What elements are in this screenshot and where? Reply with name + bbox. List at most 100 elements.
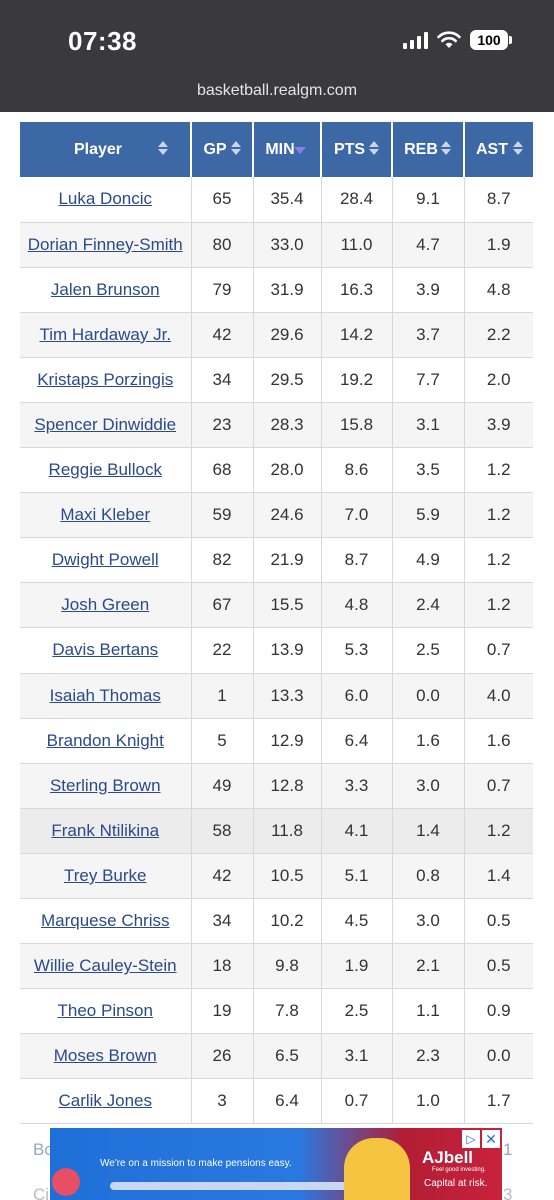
ad-close-icon[interactable]: ✕ (482, 1130, 500, 1148)
player-link[interactable]: Trey Burke (63, 865, 147, 885)
player-link[interactable]: Frank Ntilikina (51, 820, 160, 840)
ad-decoration (110, 1182, 380, 1190)
table-row: Marquese Chriss 34 10.2 4.5 3.0 0.5 (20, 898, 533, 945)
stat-cell-reb: 3.0 (392, 898, 465, 945)
player-link[interactable]: Kristaps Porzingis (37, 369, 174, 389)
stat-cell-ast: 1.2 (464, 537, 533, 584)
signal-icon (403, 31, 428, 49)
stat-cell-min: 31.9 (253, 267, 322, 313)
status-icons: 100 (403, 30, 512, 50)
stat-cell-ast: 1.4 (464, 853, 533, 900)
player-link[interactable]: Sterling Brown (49, 775, 161, 795)
player-link[interactable]: Luka Doncic (58, 189, 153, 209)
stat-cell-min: 33.0 (253, 222, 322, 268)
stat-cell-ast: 1.9 (464, 222, 533, 268)
player-cell: Reggie Bullock (20, 447, 192, 494)
table-body: Luka Doncic 65 35.4 28.4 9.1 8.7 Dorian Finney… (20, 177, 533, 1125)
player-cell: Davis Bertans (20, 627, 192, 674)
player-cell: Moses Brown (20, 1033, 192, 1080)
player-link[interactable]: Dwight Powell (51, 550, 159, 570)
stat-cell-min: 21.9 (253, 537, 322, 584)
stat-cell-gp: 22 (191, 627, 254, 674)
player-cell: Carlik Jones (20, 1078, 192, 1125)
player-link[interactable]: Josh Green (61, 595, 150, 615)
player-link[interactable]: Moses Brown (53, 1046, 157, 1066)
stat-cell-min: 28.3 (253, 402, 322, 449)
stats-table: Player GP MIN PTS REB AST Luka Doncic 65 35.4 28… (20, 122, 533, 1125)
stat-cell-pts: 16.3 (321, 267, 393, 313)
stat-cell-min: 29.5 (253, 357, 322, 403)
sort-icon (231, 141, 241, 155)
stat-cell-gp: 58 (191, 808, 254, 854)
browser-chrome: 07:38 100 basketball.realgm.com (0, 0, 554, 112)
stat-cell-pts: 3.1 (321, 1033, 393, 1080)
stat-cell-reb: 0.8 (392, 853, 465, 900)
stat-cell-pts: 6.0 (321, 673, 393, 719)
battery-icon: 100 (470, 30, 512, 50)
stat-cell-min: 24.6 (253, 492, 322, 539)
player-link[interactable]: Theo Pinson (57, 1001, 153, 1021)
obscured-value-cell: 3 (503, 1185, 513, 1200)
column-header-label: REB (404, 140, 438, 158)
player-cell: Isaiah Thomas (20, 673, 192, 719)
stat-cell-min: 11.8 (253, 808, 322, 854)
stat-cell-reb: 5.9 (392, 492, 465, 539)
column-header-min[interactable]: MIN (253, 122, 322, 177)
player-link[interactable]: Marquese Chriss (41, 911, 170, 931)
sort-icon (441, 141, 451, 155)
stat-cell-pts: 8.6 (321, 447, 393, 494)
stat-cell-pts: 14.2 (321, 312, 393, 358)
column-header-label: AST (476, 140, 508, 158)
table-row: Kristaps Porzingis 34 29.5 19.2 7.7 2.0 (20, 357, 533, 403)
table-row: Trey Burke 42 10.5 5.1 0.8 1.4 (20, 853, 533, 900)
stat-cell-ast: 0.5 (464, 943, 533, 990)
table-row: Spencer Dinwiddie 23 28.3 15.8 3.1 3.9 (20, 402, 533, 449)
sort-icon (513, 141, 523, 155)
column-header-label: GP (203, 140, 227, 158)
player-link[interactable]: Davis Bertans (52, 640, 159, 660)
stat-cell-ast: 0.7 (464, 763, 533, 809)
column-header-pts[interactable]: PTS (321, 122, 393, 177)
column-header-reb[interactable]: REB (392, 122, 465, 177)
player-cell: Luka Doncic (20, 177, 192, 223)
sort-icon (369, 141, 379, 155)
player-link[interactable]: Dorian Finney-Smith (27, 234, 183, 254)
player-cell: Trey Burke (20, 853, 192, 900)
player-cell: Jalen Brunson (20, 267, 192, 313)
player-link[interactable]: Tim Hardaway Jr. (39, 324, 172, 344)
ad-info-icon[interactable]: ▷ (462, 1130, 480, 1148)
ad-brand-tagline: Feel good investing. (432, 1167, 486, 1173)
column-header-player[interactable]: Player (20, 122, 192, 177)
player-link[interactable]: Isaiah Thomas (49, 685, 161, 705)
player-link[interactable]: Carlik Jones (58, 1091, 153, 1111)
stat-cell-gp: 49 (191, 763, 254, 809)
stat-cell-min: 13.3 (253, 673, 322, 719)
stat-cell-min: 9.8 (253, 943, 322, 990)
player-link[interactable]: Spencer Dinwiddie (34, 415, 177, 435)
column-header-ast[interactable]: AST (464, 122, 533, 177)
stat-cell-pts: 6.4 (321, 718, 393, 764)
status-time: 07:38 (68, 26, 137, 56)
stat-cell-gp: 19 (191, 988, 254, 1035)
stat-cell-pts: 3.3 (321, 763, 393, 809)
url-bar[interactable]: basketball.realgm.com (196, 82, 358, 99)
ad-risk-text: Capital at risk. (424, 1178, 488, 1189)
stat-cell-pts: 0.7 (321, 1078, 393, 1125)
stat-cell-pts: 19.2 (321, 357, 393, 403)
player-link[interactable]: Maxi Kleber (60, 505, 151, 525)
table-row: Josh Green 67 15.5 4.8 2.4 1.2 (20, 582, 533, 629)
table-row: Brandon Knight 5 12.9 6.4 1.6 1.6 (20, 718, 533, 764)
stat-cell-ast: 1.2 (464, 492, 533, 539)
table-row: Luka Doncic 65 35.4 28.4 9.1 8.7 (20, 177, 533, 223)
player-link[interactable]: Jalen Brunson (50, 279, 160, 299)
ad-banner[interactable]: We're on a mission to make pensions easy… (50, 1128, 502, 1200)
stat-cell-pts: 2.5 (321, 988, 393, 1035)
player-link[interactable]: Reggie Bullock (48, 460, 162, 480)
player-cell: Josh Green (20, 582, 192, 629)
player-link[interactable]: Willie Cauley-Stein (33, 956, 177, 976)
obscured-player-cell: Bo (33, 1140, 54, 1159)
table-row: Theo Pinson 19 7.8 2.5 1.1 0.9 (20, 988, 533, 1035)
player-link[interactable]: Brandon Knight (46, 730, 164, 750)
stat-cell-reb: 1.4 (392, 808, 465, 854)
column-header-gp[interactable]: GP (191, 122, 254, 177)
